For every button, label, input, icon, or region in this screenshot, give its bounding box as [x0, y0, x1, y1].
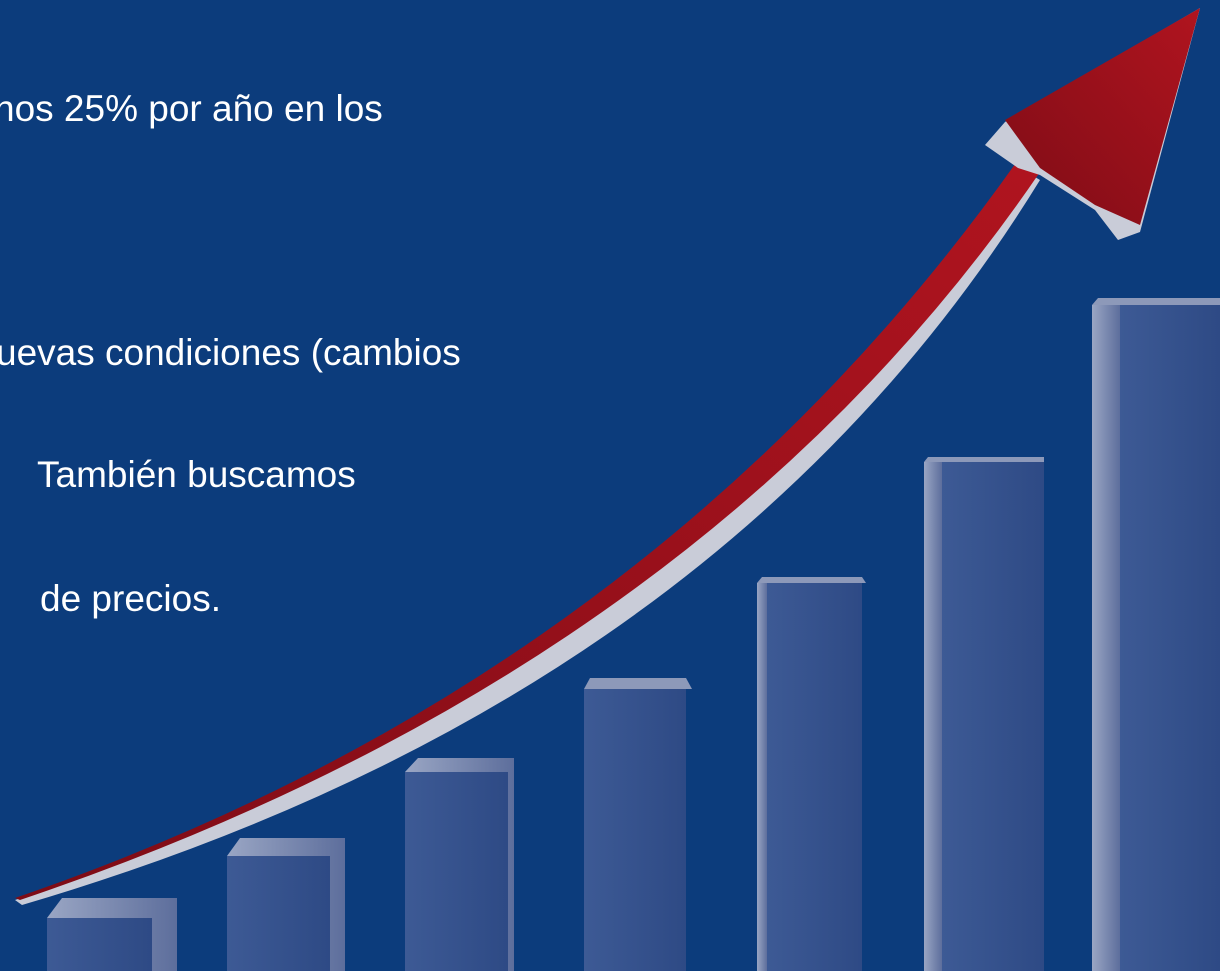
bar-side — [757, 583, 767, 971]
bar — [942, 462, 1044, 971]
bar-top — [584, 678, 692, 689]
text-line: nos 25% por año en los — [0, 88, 383, 129]
bar — [767, 583, 862, 971]
bar — [227, 856, 330, 971]
bar — [1120, 305, 1220, 971]
bar-top — [47, 898, 177, 971]
bar-side — [1092, 305, 1120, 971]
arrow-head — [1005, 8, 1200, 225]
bar — [47, 918, 152, 971]
bar-top — [924, 457, 1044, 462]
arrow-shaft-edge — [15, 168, 1040, 905]
text-line: uevas condiciones (cambios — [0, 332, 461, 373]
bar-top — [227, 838, 345, 971]
bar-top — [757, 577, 866, 583]
text-line: de precios. — [40, 578, 221, 619]
bar — [584, 689, 686, 971]
arrow — [15, 8, 1200, 905]
bar-top — [1092, 298, 1220, 305]
bar — [405, 772, 508, 971]
text-line: También buscamos — [37, 454, 356, 495]
arrow-shaft — [15, 160, 1040, 900]
bar-side — [924, 462, 942, 971]
bars — [47, 298, 1220, 971]
